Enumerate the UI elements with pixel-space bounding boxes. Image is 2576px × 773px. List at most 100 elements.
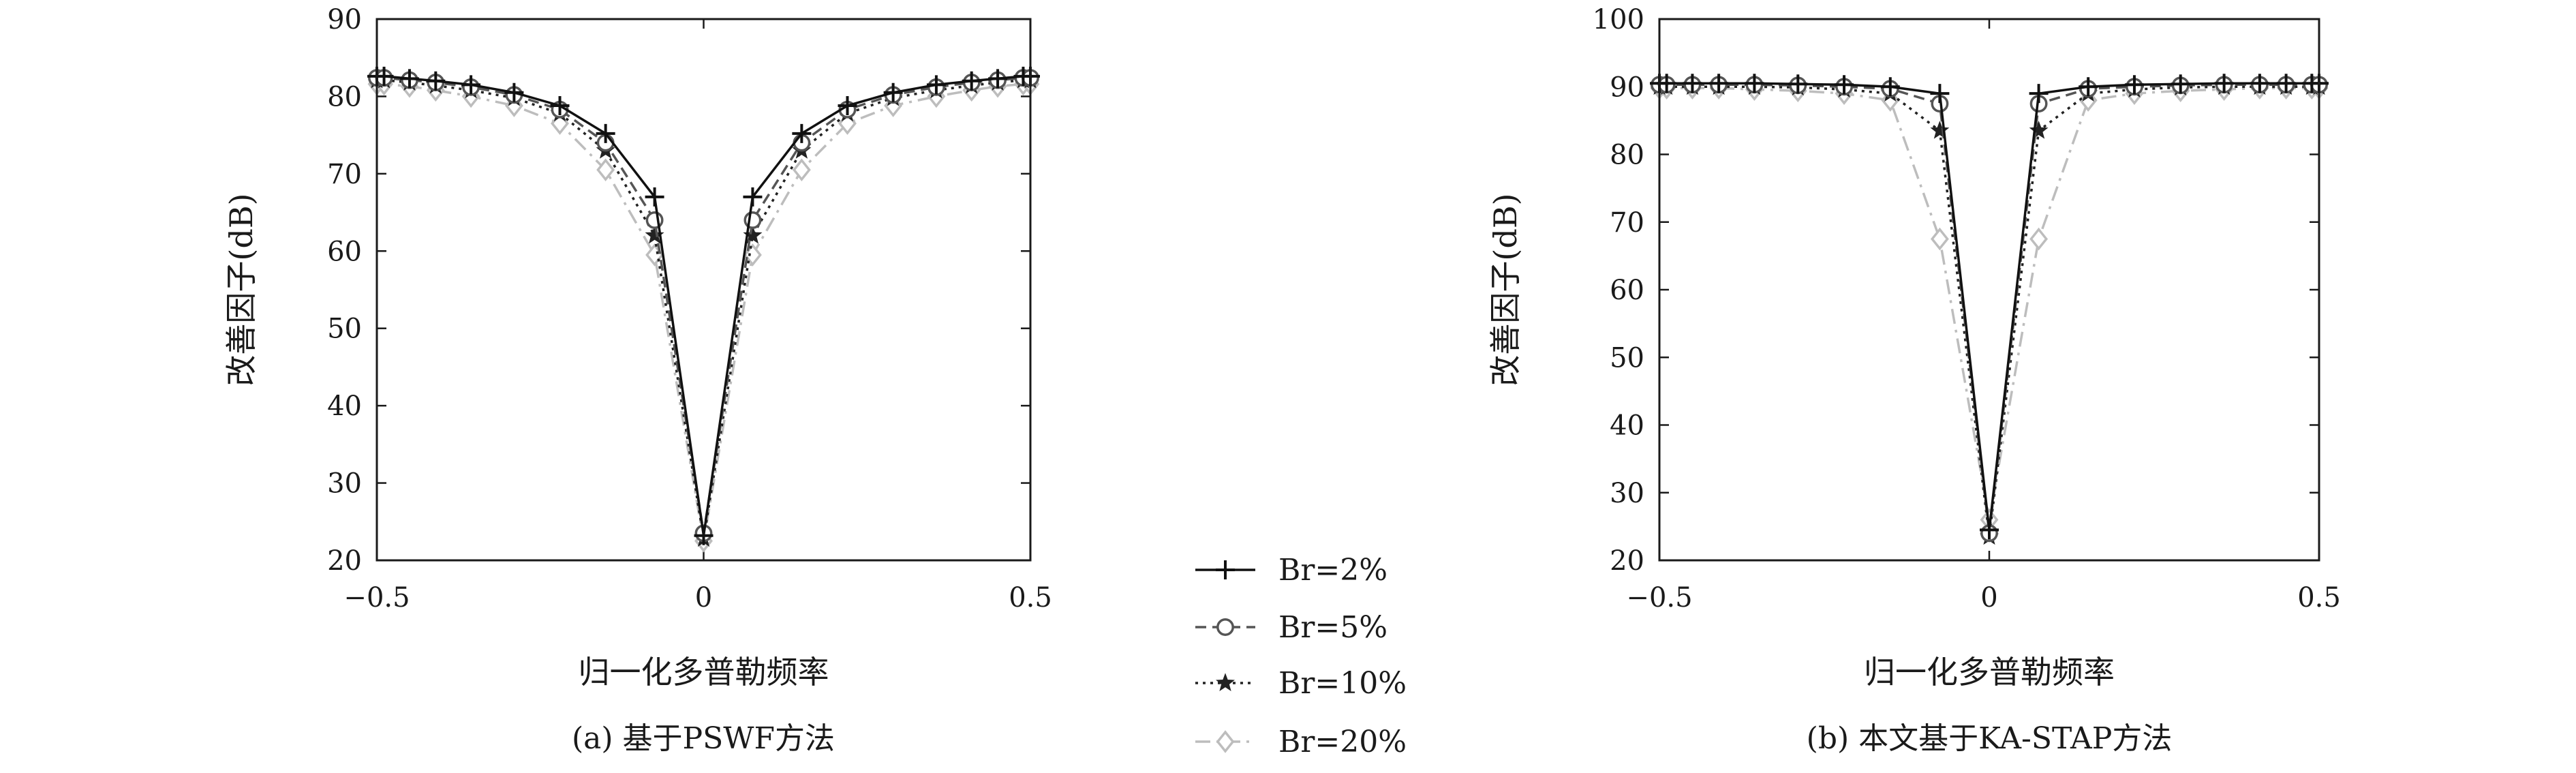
x-tick-label: −0.5 [343,582,410,613]
data-point [2124,75,2144,95]
legend-marker [1216,618,1234,636]
series-line [1659,85,2319,539]
y-tick-label: 70 [1610,207,1644,239]
data-point [988,69,1008,89]
data-point [743,187,763,207]
data-point [792,158,811,181]
legend: Br=2% Br=5% Br=10% Br=20% [1195,553,1407,759]
series-Br=20% [367,72,1040,553]
data-point [426,71,446,91]
data-point [2029,227,2049,251]
legend-label: Br=5% [1278,610,1387,645]
data-point [596,158,615,181]
data-point [504,82,524,102]
x-tick-label: 0 [1980,582,1997,613]
series-line [377,82,1030,543]
y-tick-label: 80 [1610,140,1644,171]
data-point [1835,75,1854,95]
series-Br=5% [368,69,1039,543]
data-point [1788,74,1808,94]
data-point [962,71,981,91]
series-line [377,78,1030,540]
chart-panel-b: −0.5 0 0.5 20 30 40 50 60 70 80 90 100 归一化多普勒频率 改善因子(… [1487,4,2341,756]
chart-panel-a: −0.5 0 0.5 20 30 40 50 60 70 80 90 归一化多普勒频率 改善因子(dB)… [223,4,1052,756]
legend-item: Br=10% [1195,666,1407,701]
y-tick-label: 20 [327,545,362,577]
data-point [645,187,664,207]
series-line [1659,83,2319,535]
series-line [377,75,1030,537]
data-point [2214,74,2234,93]
y-tick-label: 90 [1610,72,1644,103]
legend-label: Br=2% [1278,553,1387,588]
series-Br=2% [1650,74,2329,540]
y-tick-label: 40 [327,391,362,422]
series-line [377,76,1030,535]
panel-caption: (b) 本文基于KA-STAP方法 [1807,721,2173,756]
legend-marker [1216,560,1235,579]
data-point [743,225,763,244]
y-tick-label: 50 [1610,342,1644,374]
data-point [2029,121,2049,139]
series-Br=5% [1651,76,2328,543]
legend-item: Br=5% [1195,610,1387,645]
data-point [883,82,903,102]
data-point [461,75,481,95]
data-point [1930,84,1950,104]
plot-frame [1658,18,2320,562]
y-axis-title: 改善因子(dB) [1487,193,1524,386]
x-axis-title: 归一化多普勒频率 [1864,654,2115,691]
data-point [2250,74,2269,93]
data-point [1880,77,1900,97]
y-tick-label: 20 [1610,545,1644,577]
legend-item: Br=2% [1195,553,1387,588]
legend-marker [1216,673,1235,691]
legend-label: Br=20% [1278,725,1407,759]
data-point [838,96,857,116]
data-point [2276,74,2296,93]
y-tick-label: 100 [1593,4,1644,35]
y-axis-title: 改善因子(dB) [223,193,260,386]
y-tick-label: 60 [327,236,362,267]
y-tick-label: 70 [327,159,362,190]
series-Br=2% [367,66,1040,545]
series-Br=20% [1650,76,2329,532]
data-point [2171,74,2190,94]
data-point [1930,227,1949,251]
data-point [743,243,762,267]
data-point [1709,74,1729,93]
data-point [596,123,615,143]
legend-marker [1216,730,1235,753]
data-point [926,75,946,95]
y-tick-label: 30 [1610,478,1644,509]
x-tick-label: 0 [695,582,712,613]
legend-label: Br=10% [1278,666,1407,701]
data-point [1683,74,1702,93]
y-tick-label: 40 [1610,410,1644,442]
data-point [694,526,714,545]
y-tick-label: 90 [327,4,362,35]
x-tick-label: 0.5 [1009,582,1052,613]
legend-item: Br=20% [1195,725,1407,759]
data-point [2029,84,2049,104]
x-tick-label: 0.5 [2297,582,2341,613]
x-tick-label: −0.5 [1626,582,1692,613]
y-tick-label: 80 [327,81,362,112]
data-point [645,225,664,244]
y-tick-label: 30 [327,468,362,500]
data-point [792,123,812,143]
data-point [550,96,570,116]
data-point [1980,520,1999,540]
series-Br=10% [367,70,1040,547]
series-Br=10% [1650,76,2329,545]
y-tick-label: 50 [327,314,362,345]
data-point [399,69,419,89]
x-axis-title: 归一化多普勒频率 [579,654,829,691]
series-line [1659,82,2319,532]
plot-frame [375,18,1032,562]
data-point [2079,77,2098,97]
panel-caption: (a) 基于PSWF方法 [572,721,835,756]
data-point [1930,121,1950,139]
series-line [1659,87,2319,521]
